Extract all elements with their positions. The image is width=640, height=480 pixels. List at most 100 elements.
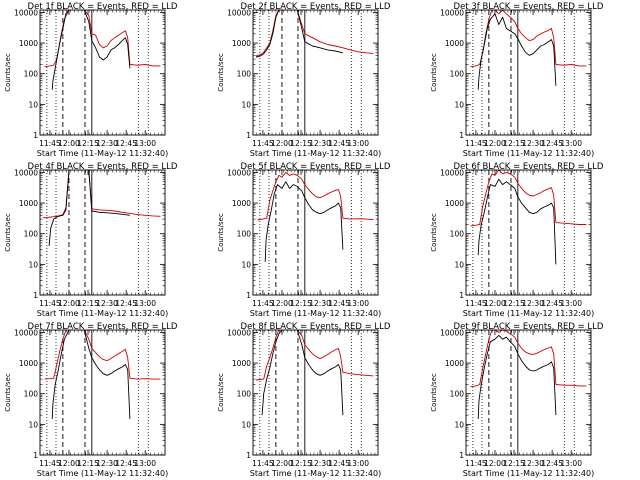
x-tick-label: 12:30 (309, 459, 331, 468)
panel-title: Det 9f BLACK = Events, RED = LLD (454, 322, 604, 332)
y-tick-label: 100 (237, 230, 252, 239)
y-tick-label: 100 (237, 70, 252, 79)
x-tick-label: 13:00 (134, 139, 156, 148)
x-axis-label: Start Time (11-May-12 11:32:40) (250, 309, 381, 318)
y-axis-label: Counts/sec (4, 373, 12, 412)
x-axis-label: Start Time (11-May-12 11:32:40) (250, 469, 381, 478)
x-tick-label: 12:30 (309, 299, 331, 308)
series-red-line (255, 330, 374, 381)
x-tick-label: 11:45 (465, 139, 487, 148)
x-tick-label: 12:15 (290, 459, 312, 468)
y-tick-label: 100 (450, 390, 465, 399)
x-axis-label: Start Time (11-May-12 11:32:40) (463, 309, 594, 318)
x-tick-label: 11:45 (39, 299, 61, 308)
x-tick-label: 12:15 (290, 139, 312, 148)
x-tick-label: 12:30 (96, 139, 118, 148)
y-axis-label: Counts/sec (4, 213, 12, 252)
plot-frame (252, 169, 379, 296)
y-tick-label: 10000 (14, 8, 38, 17)
series-red-line (470, 330, 587, 388)
y-tick-label: 100 (450, 230, 465, 239)
y-tick-label: 10000 (14, 168, 38, 177)
x-tick-label: 12:15 (503, 139, 525, 148)
x-tick-label: 12:45 (541, 459, 563, 468)
series-black-line (255, 10, 344, 58)
y-tick-label: 1 (459, 131, 464, 140)
y-axis-label: Counts/sec (4, 53, 12, 92)
x-tick-label: 12:30 (96, 299, 118, 308)
panel-det-8: Det 8f BLACK = Events, RED = LLD Counts/s… (217, 322, 391, 478)
y-tick-label: 10 (28, 420, 38, 429)
y-tick-label: 1000 (445, 359, 464, 368)
plot-frame (252, 9, 379, 136)
x-tick-label: 12:30 (96, 459, 118, 468)
x-tick-label: 13:00 (134, 459, 156, 468)
y-tick-label: 10000 (440, 328, 464, 337)
x-tick-label: 12:00 (484, 139, 506, 148)
y-tick-label: 10 (241, 100, 251, 109)
panel-det-6: Det 6f BLACK = Events, RED = LLD Counts/s… (430, 162, 604, 318)
series-black-line (477, 334, 557, 420)
y-axis-label: Counts/sec (217, 373, 225, 412)
x-tick-label: 12:45 (541, 139, 563, 148)
x-tick-label: 11:45 (252, 139, 274, 148)
x-tick-label: 11:45 (465, 459, 487, 468)
panel-title: Det 4f BLACK = Events, RED = LLD (28, 162, 178, 172)
y-axis-label: Counts/sec (217, 213, 225, 252)
panel-det-1: Det 1f BLACK = Events, RED = LLD Counts/s… (4, 2, 178, 158)
y-tick-label: 1000 (19, 199, 38, 208)
x-tick-label: 12:30 (522, 299, 544, 308)
y-axis-label: Counts/sec (430, 53, 438, 92)
y-tick-label: 10 (241, 260, 251, 269)
x-tick-label: 13:00 (560, 139, 582, 148)
x-tick-label: 12:00 (271, 299, 293, 308)
plot-frame (465, 169, 592, 296)
series-red-line (470, 170, 587, 227)
x-tick-label: 12:00 (484, 299, 506, 308)
y-tick-label: 10 (241, 420, 251, 429)
panel-title: Det 6f BLACK = Events, RED = LLD (454, 162, 604, 172)
y-tick-label: 1 (246, 291, 251, 300)
panel-title: Det 7f BLACK = Events, RED = LLD (28, 322, 178, 332)
plot-frame (39, 329, 166, 456)
series-red-line (42, 170, 161, 219)
y-tick-label: 1 (246, 131, 251, 140)
x-axis-label: Start Time (11-May-12 11:32:40) (463, 149, 594, 158)
x-axis-label: Start Time (11-May-12 11:32:40) (463, 469, 594, 478)
y-tick-label: 1 (33, 131, 38, 140)
x-axis-label: Start Time (11-May-12 11:32:40) (37, 149, 168, 158)
y-tick-label: 1000 (232, 39, 251, 48)
y-tick-label: 1000 (19, 39, 38, 48)
x-tick-label: 12:15 (290, 299, 312, 308)
plot-frame (252, 329, 379, 456)
y-tick-label: 1 (33, 291, 38, 300)
y-tick-label: 1 (33, 451, 38, 460)
series-black-line (51, 330, 131, 420)
panel-det-3: Det 3f BLACK = Events, RED = LLD Counts/s… (430, 2, 604, 158)
series-red-line (470, 10, 587, 68)
x-tick-label: 12:30 (522, 459, 544, 468)
y-tick-label: 100 (237, 390, 252, 399)
y-tick-label: 10 (454, 260, 464, 269)
x-tick-label: 12:45 (328, 459, 350, 468)
y-tick-label: 10000 (227, 328, 251, 337)
y-tick-label: 100 (24, 70, 39, 79)
x-tick-label: 13:00 (347, 299, 369, 308)
panel-title: Det 1f BLACK = Events, RED = LLD (28, 2, 178, 12)
x-tick-label: 12:45 (328, 299, 350, 308)
x-tick-label: 11:45 (252, 459, 274, 468)
y-tick-label: 10000 (227, 8, 251, 17)
y-tick-label: 1000 (232, 359, 251, 368)
series-black-line (477, 13, 557, 90)
panel-title: Det 5f BLACK = Events, RED = LLD (241, 162, 391, 172)
x-axis-label: Start Time (11-May-12 11:32:40) (250, 149, 381, 158)
x-tick-label: 12:45 (115, 139, 137, 148)
panel-title: Det 8f BLACK = Events, RED = LLD (241, 322, 391, 332)
x-tick-label: 11:45 (39, 459, 61, 468)
plot-frame (39, 169, 166, 296)
series-black-line (48, 170, 130, 246)
x-tick-label: 11:45 (252, 299, 274, 308)
y-tick-label: 1000 (445, 39, 464, 48)
x-tick-label: 13:00 (347, 459, 369, 468)
